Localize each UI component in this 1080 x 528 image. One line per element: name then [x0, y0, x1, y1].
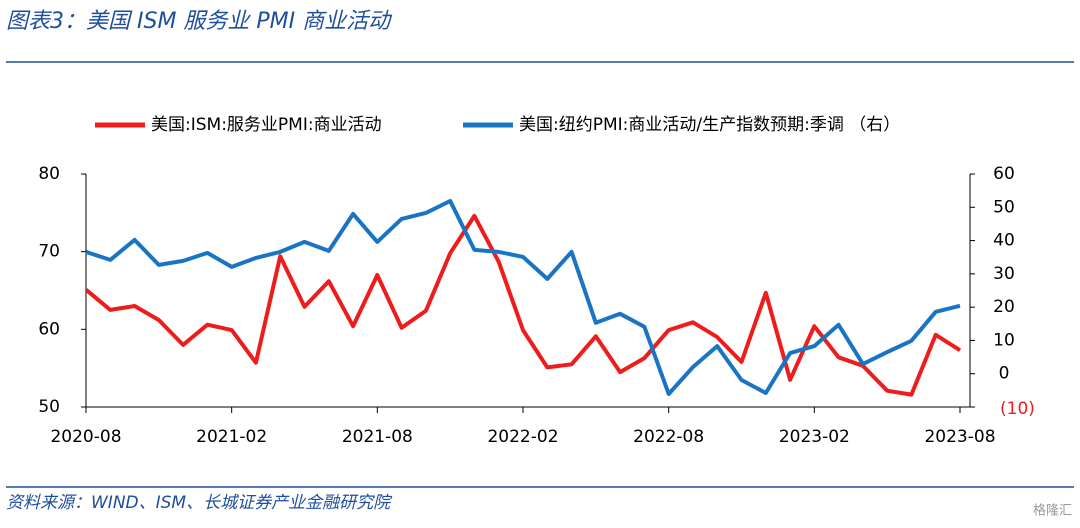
- x-tick-label: 2020-08: [50, 427, 121, 447]
- y2-tick-label: 50: [993, 197, 1015, 217]
- y-tick-label: 60: [38, 319, 60, 339]
- watermark: 格隆汇: [1033, 503, 1072, 519]
- source: 资料来源：WIND、ISM、长城证券产业金融研究院: [6, 493, 393, 513]
- x-tick-label: 2023-08: [924, 427, 995, 447]
- x-tick-label: 2023-02: [779, 427, 850, 447]
- x-tick-label: 2021-02: [196, 427, 267, 447]
- chart-title: 图表3：美国 ISM 服务业 PMI 商业活动: [6, 9, 393, 34]
- series-line: [85, 199, 961, 396]
- legend-label: 美国:纽约PMI:商业活动/生产指数预期:季调 （右）: [519, 115, 900, 135]
- y-tick-label: 50: [38, 397, 60, 417]
- y2-tick-label: 10: [993, 330, 1015, 350]
- x-tick-label: 2022-08: [633, 427, 704, 447]
- y2-tick-label: 30: [993, 264, 1015, 284]
- y2-tick-label: 40: [993, 231, 1015, 251]
- y2-tick-label: (10): [1000, 399, 1035, 419]
- x-tick-label: 2022-02: [487, 427, 558, 447]
- y-tick-label: 80: [38, 164, 60, 184]
- legend-label: 美国:ISM:服务业PMI:商业活动: [151, 115, 382, 135]
- x-tick-label: 2021-08: [342, 427, 413, 447]
- y-tick-label: 70: [38, 242, 60, 262]
- series-line: [84, 213, 962, 397]
- y2-tick-label: 20: [993, 297, 1015, 317]
- y2-tick-label: 60: [993, 164, 1015, 184]
- y2-tick-label: 0: [999, 364, 1010, 384]
